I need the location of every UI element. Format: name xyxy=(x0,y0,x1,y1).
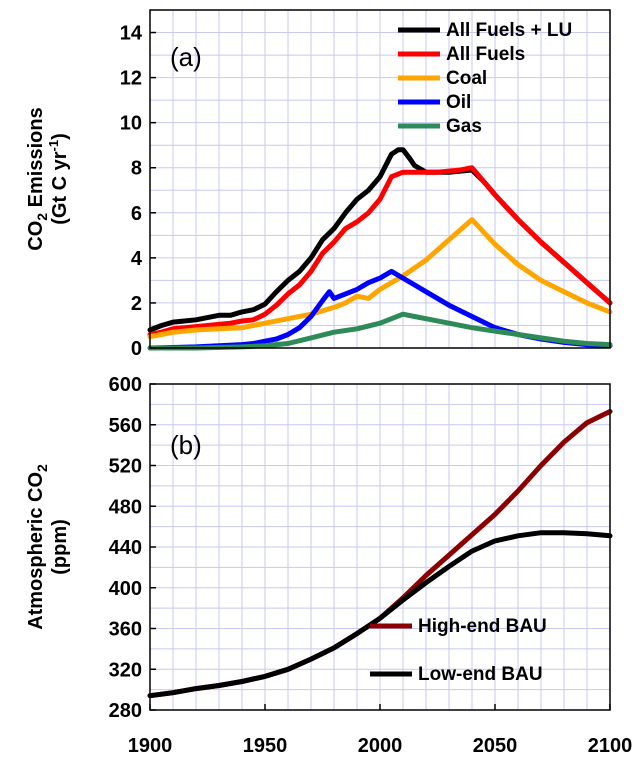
concentration-y-label-line2: (ppm) xyxy=(49,519,71,575)
emissions-panel: 0 2 4 6 8 10 12 14 (a) CO2 Emissions (Gt C yr-1… xyxy=(25,9,613,360)
y-tick-label: 320 xyxy=(109,659,142,681)
panel-a-label: (a) xyxy=(170,42,202,72)
y-tick-label: 400 xyxy=(109,578,142,600)
legend-label-low-end-bau: Low-end BAU xyxy=(418,664,543,685)
y-tick-label: 280 xyxy=(109,700,142,722)
concentration-grid xyxy=(150,384,610,710)
y-tick-label: 6 xyxy=(131,203,142,225)
concentration-panel: 280 320 360 400 440 480 520 560 600 1900 1950 2000… xyxy=(25,374,632,757)
y-tick-label: 4 xyxy=(131,248,143,270)
legend-label-all-fuels: All Fuels xyxy=(446,44,525,65)
x-tick-label: 2050 xyxy=(473,735,518,757)
y-tick-label: 0 xyxy=(131,338,142,360)
y-tick-label: 14 xyxy=(120,23,143,45)
x-tick-label: 1950 xyxy=(243,735,288,757)
y-tick-label: 520 xyxy=(109,456,142,478)
panel-b-label: (b) xyxy=(170,430,202,460)
emissions-legend: All Fuels + LU All Fuels Coal Oil Gas xyxy=(398,20,572,137)
y-tick-label: 2 xyxy=(131,293,142,315)
x-tick-label: 2100 xyxy=(588,735,633,757)
concentration-y-ticks: 280 320 360 400 440 480 520 560 600 xyxy=(109,374,156,722)
y-tick-label: 480 xyxy=(109,496,142,518)
emissions-y-label-line2: (Gt C yr-1) xyxy=(46,133,71,225)
y-tick-label: 600 xyxy=(109,374,142,396)
emissions-grid xyxy=(150,10,610,348)
emissions-y-ticks: 0 2 4 6 8 10 12 14 xyxy=(120,23,156,360)
y-tick-label: 12 xyxy=(120,68,142,90)
y-tick-label: 440 xyxy=(109,537,142,559)
series-line-low-end-bau xyxy=(147,530,613,699)
legend-label-gas: Gas xyxy=(446,116,482,137)
emissions-series xyxy=(147,147,613,351)
concentration-y-label-line1: Atmospheric CO2 xyxy=(25,464,50,630)
series-line-gas xyxy=(147,311,613,351)
series-line-oil xyxy=(147,268,613,351)
legend-label-oil: Oil xyxy=(446,92,471,113)
legend-label-all-fuels-lu: All Fuels + LU xyxy=(446,20,572,41)
x-tick-label: 2000 xyxy=(358,735,403,757)
y-tick-label: 360 xyxy=(109,619,142,641)
y-tick-label: 10 xyxy=(120,113,142,135)
concentration-series xyxy=(147,409,613,699)
legend-label-coal: Coal xyxy=(446,68,487,89)
year-x-ticks: 1900 1950 2000 2050 2100 xyxy=(128,704,633,757)
legend-label-high-end-bau: High-end BAU xyxy=(418,616,547,637)
emissions-y-label-line1: CO2 Emissions xyxy=(25,107,50,250)
series-line-coal xyxy=(147,217,613,340)
series-line-all-fuels xyxy=(147,165,613,337)
y-tick-label: 8 xyxy=(131,158,142,180)
y-tick-label: 560 xyxy=(109,415,142,437)
concentration-legend: High-end BAU Low-end BAU xyxy=(370,616,547,685)
emissions-plot-frame xyxy=(149,9,611,349)
x-tick-label: 1900 xyxy=(128,735,173,757)
